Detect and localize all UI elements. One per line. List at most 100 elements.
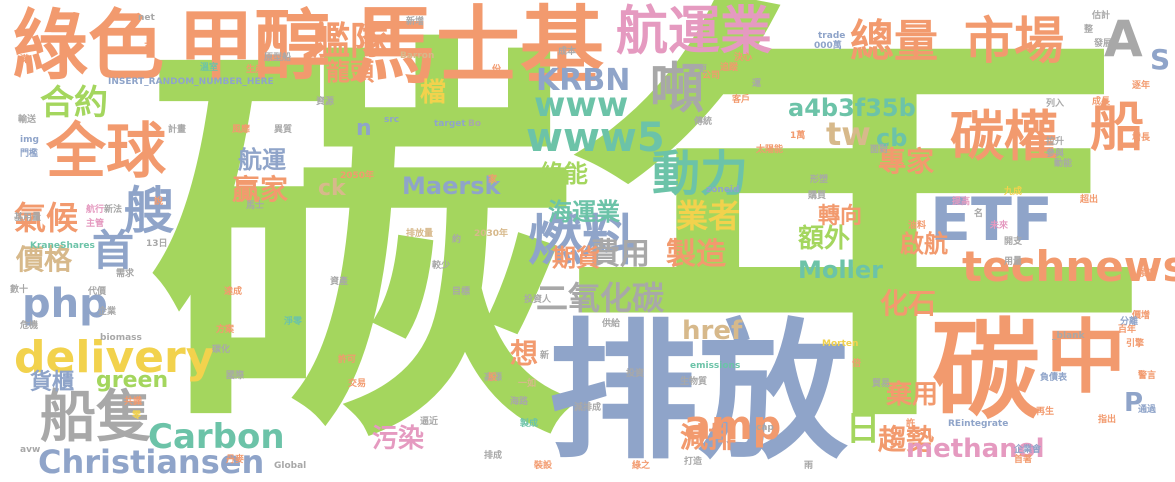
word: 較少	[432, 262, 450, 271]
word: 發展	[1094, 40, 1112, 49]
word: 交易	[348, 380, 366, 389]
word: cap	[756, 424, 774, 433]
word: 許可	[338, 356, 356, 365]
word: 艦隊	[312, 22, 388, 60]
word: 傳統	[694, 118, 712, 127]
word: 綠之	[632, 462, 650, 471]
word: 股	[488, 374, 497, 383]
word: 說	[154, 198, 163, 207]
word: 打造	[684, 458, 702, 467]
word: 生物質	[680, 378, 707, 387]
word: 零	[132, 412, 141, 421]
word: 馬士	[246, 202, 264, 211]
word: zoneid	[706, 186, 739, 195]
word: 拉升	[1046, 138, 1064, 147]
word: 轉向	[818, 206, 862, 228]
word: 污染	[372, 426, 424, 452]
word: a4b3f35b	[788, 96, 916, 120]
word: 決心	[734, 54, 752, 63]
word: 貿易	[872, 380, 890, 389]
word: 客戶	[732, 96, 750, 105]
word: 日	[846, 412, 880, 446]
word: 13日	[146, 240, 168, 249]
word: 貨櫃	[30, 372, 74, 394]
word: 新增	[406, 18, 424, 27]
word: 警言	[1138, 372, 1156, 381]
word: 化石	[880, 290, 936, 318]
word: 想	[510, 340, 538, 368]
word: 形塑	[810, 176, 828, 185]
word: 新	[540, 352, 549, 361]
word: 減排	[680, 424, 736, 452]
word: 贏家	[232, 176, 288, 204]
word: 首著	[1014, 456, 1032, 465]
word: avw	[20, 446, 40, 455]
word: 棄用	[886, 382, 938, 408]
word: 分離	[1120, 318, 1138, 327]
word: 正	[144, 44, 153, 53]
word: 2030年	[474, 230, 508, 239]
word: 生產	[246, 66, 264, 75]
word: 名	[974, 210, 983, 219]
word: 危機	[20, 322, 38, 331]
word: 方案	[216, 326, 234, 335]
word: 達成	[224, 288, 242, 297]
word: 運	[752, 80, 761, 89]
word: 新法	[104, 206, 122, 215]
word: 再生	[1036, 408, 1054, 417]
word: 百年	[1118, 326, 1136, 335]
word: 目標	[452, 288, 470, 297]
word: 整	[1084, 26, 1093, 35]
word: 首	[92, 230, 134, 272]
word: 龍頭	[326, 60, 374, 84]
word: Barron	[400, 52, 434, 61]
word: 船	[1090, 100, 1144, 154]
word: trade	[818, 32, 845, 41]
word: 裝設	[534, 462, 552, 471]
word: emissions	[690, 362, 740, 371]
word: 追蹤	[720, 64, 738, 73]
word: 估計	[1092, 12, 1110, 21]
word: 未來	[990, 222, 1008, 231]
word: src	[384, 116, 399, 125]
word: 門檻	[20, 150, 38, 159]
word: 列入	[1046, 100, 1064, 109]
word: href	[682, 318, 742, 344]
word: n	[356, 118, 372, 140]
word: INSERT_RANDOM_NUMBER_HERE	[108, 78, 274, 87]
word: target	[434, 120, 466, 129]
word: Global	[274, 462, 306, 471]
word: 企業會	[1014, 446, 1041, 455]
word: 資產	[330, 278, 348, 287]
word: 1萬	[790, 132, 805, 141]
word: KraneShares	[30, 242, 95, 251]
word: 減排成	[574, 404, 601, 413]
word: 原型船	[264, 54, 291, 63]
word: 雨	[804, 462, 813, 471]
word: 許	[906, 420, 915, 429]
word: 增長	[1132, 134, 1150, 143]
word: 碳權	[950, 110, 1058, 164]
word: ck	[318, 178, 346, 200]
word: 航行	[86, 206, 104, 215]
word: 合約	[40, 86, 108, 120]
word: 碳化	[212, 346, 230, 355]
word: 國際	[226, 372, 244, 381]
word: Maersk	[402, 174, 500, 198]
word: 中	[1046, 318, 1126, 398]
word: 投資	[626, 370, 644, 379]
word: biomass	[100, 334, 142, 343]
word: 計畫	[168, 126, 186, 135]
word: 排成	[484, 452, 502, 461]
word: 倍	[852, 360, 861, 369]
word: green	[96, 370, 168, 392]
word: 海路	[510, 398, 528, 407]
word: 航運業	[616, 6, 772, 58]
word: 太陽能	[756, 146, 783, 155]
word: 約	[452, 236, 461, 245]
word: 製造	[666, 240, 726, 270]
word: 超出	[1080, 196, 1098, 205]
word: REintegrate	[948, 420, 1008, 429]
word: 資源	[316, 98, 334, 107]
